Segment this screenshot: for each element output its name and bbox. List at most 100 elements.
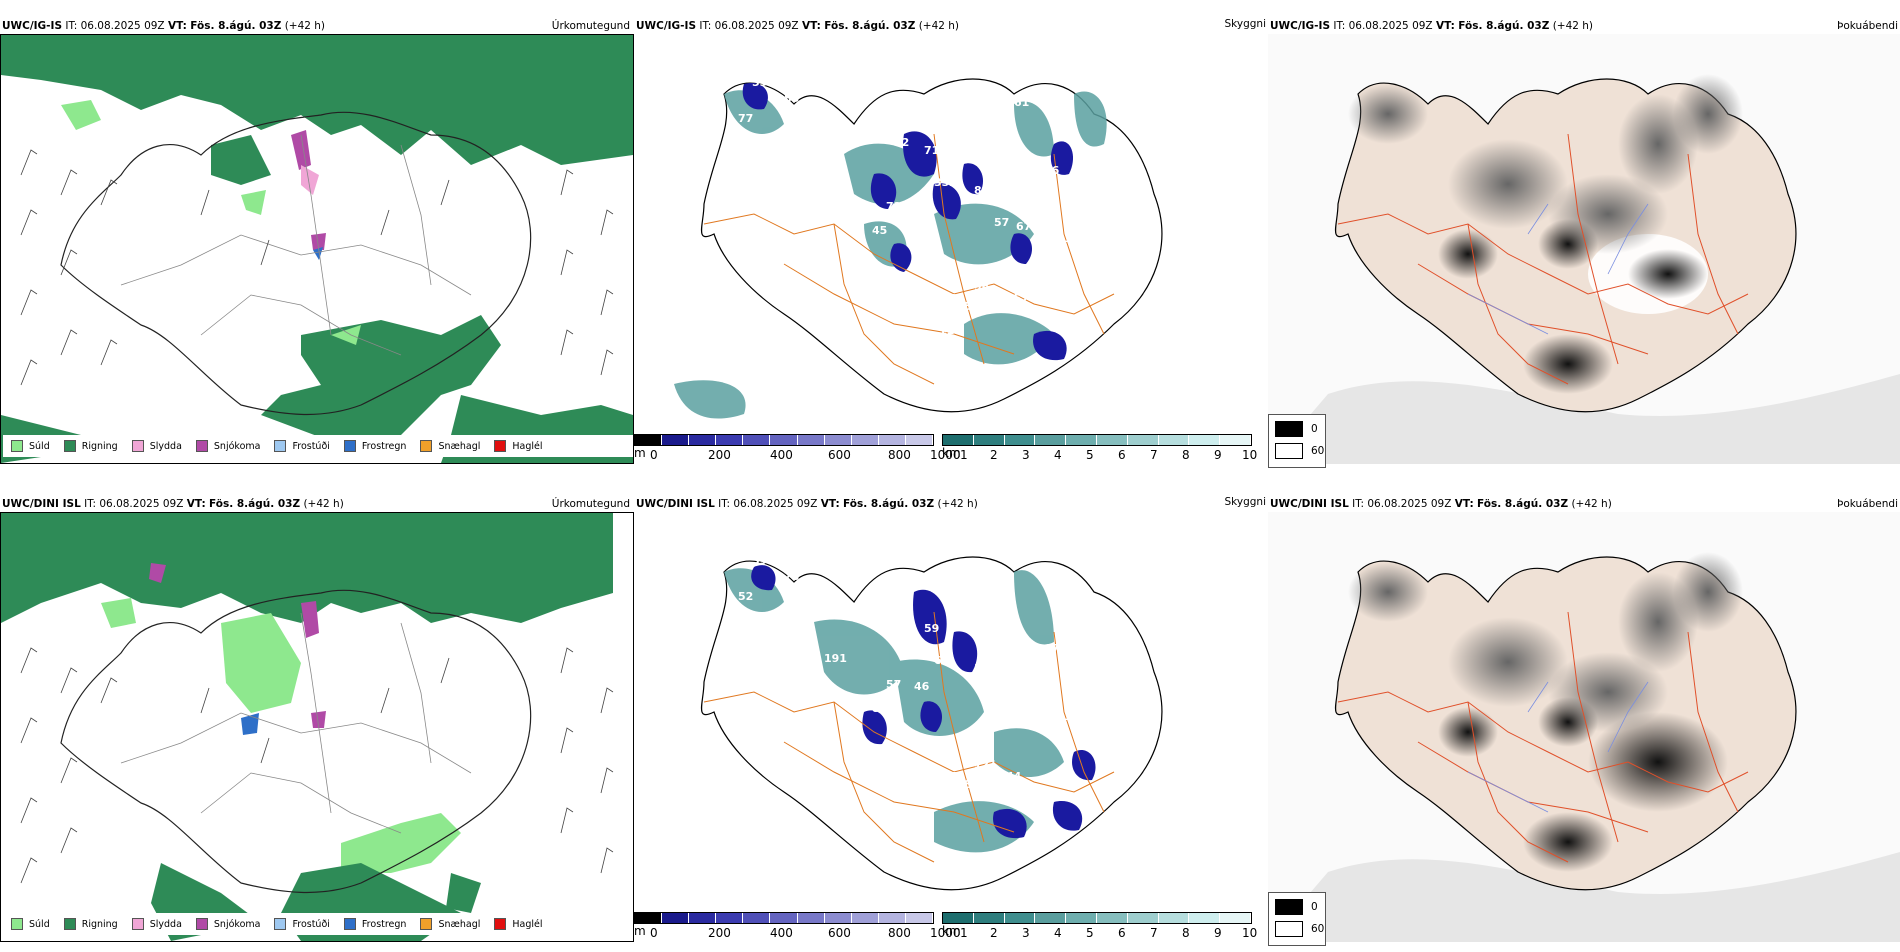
- colorbar-segment: [1035, 913, 1067, 923]
- legend-item-sleet: Slydda: [131, 440, 182, 452]
- panel-header: UWC/IG-IS IT: 06.08.2025 09Z VT: Fös. 8.…: [2, 20, 325, 32]
- cloud-base-value: 67: [1044, 642, 1059, 655]
- cloud-base-value: 62: [894, 136, 909, 149]
- cloud-base-value: 40: [952, 88, 968, 101]
- model-name: UWC/IG-IS: [1270, 20, 1331, 32]
- precip-map: Súld Rigning Slydda Snjókoma Frostúði Fr…: [0, 512, 634, 942]
- legend-item-hail: Haglél: [494, 440, 543, 452]
- model-name: UWC/IG-IS: [636, 20, 697, 32]
- cloud-base-value: 81: [964, 778, 979, 791]
- model-name: UWC/DINI ISL: [1270, 498, 1349, 510]
- swatch: [420, 440, 433, 452]
- visibility-map-svg: [674, 78, 1163, 419]
- cloud-base-value: 45: [872, 224, 887, 237]
- colorbar-segment: [743, 913, 771, 923]
- colorbar-segment: [973, 913, 1005, 923]
- panel-header: UWC/IG-IS IT: 06.08.2025 09Z VT: Fös. 8.…: [636, 20, 959, 32]
- swatch: [63, 440, 76, 452]
- legend-item-hail: Haglél: [494, 918, 543, 930]
- precip-map-svg: [1, 35, 633, 463]
- vt-label: VT:: [186, 498, 206, 510]
- fog-legend-item: 60: [1275, 443, 1324, 459]
- swatch: [494, 440, 507, 452]
- colorbar-segment: [716, 913, 744, 923]
- cloud-base-colorbar: m 0 200 400 600 800 1000: [634, 912, 961, 952]
- it-label: IT:: [84, 498, 97, 510]
- it-value: 06.08.2025 09Z: [714, 20, 799, 32]
- fog-legend-item: 0: [1275, 899, 1318, 915]
- cloud-base-value: 119: [939, 324, 962, 337]
- panel-title: Úrkomutegund: [551, 20, 630, 32]
- cloud-base-value: 61: [1014, 96, 1029, 109]
- swatch: [131, 918, 144, 930]
- cloud-base-value: 58: [1016, 698, 1031, 711]
- it-label: IT:: [1352, 498, 1365, 510]
- cloud-base-value: 85: [942, 770, 957, 783]
- cloud-base-ticks: 0 200 400 600 800 1000: [650, 926, 961, 940]
- swatch: [11, 918, 23, 930]
- cloud-base-value: 78: [1044, 88, 1059, 101]
- cloud-base-unit: m: [634, 924, 646, 938]
- cloud-base-value: 55: [752, 76, 767, 89]
- legend-item-snow: Snjókoma: [195, 918, 260, 930]
- visibility-panel: UWC/IG-IS IT: 06.08.2025 09Z VT: Fös. 8.…: [634, 0, 1268, 472]
- panel-title: Úrkomutegund: [551, 498, 630, 510]
- colorbar-segment: [716, 435, 744, 445]
- vt-label: VT:: [1454, 498, 1474, 510]
- visibility-panel: UWC/DINI ISL IT: 06.08.2025 09Z VT: Fös.…: [634, 478, 1268, 950]
- model-name: UWC/DINI ISL: [636, 498, 715, 510]
- colorbar-segment: [851, 435, 879, 445]
- vt-label: VT:: [801, 20, 821, 32]
- colorbar-segment: [743, 435, 771, 445]
- fog-map-svg: [1268, 512, 1900, 942]
- colorbar-segment: [905, 435, 934, 445]
- vt-value: Fös. 8.ágú. 03Z: [843, 498, 935, 510]
- colorbar-segment: [1127, 435, 1159, 445]
- vt-value: Fös. 8.ágú. 03Z: [1477, 498, 1569, 510]
- fog-legend-item: 0: [1275, 421, 1318, 437]
- cloud-base-value: 44: [1006, 770, 1022, 783]
- precip-legend: Súld Rigning Slydda Snjókoma Frostúði Fr…: [3, 913, 633, 935]
- legend-item-rain: Rigning: [63, 440, 118, 452]
- it-value: 06.08.2025 09Z: [1367, 498, 1452, 510]
- lead-time: (+42 h): [918, 20, 960, 32]
- swatch: [343, 918, 356, 930]
- swatch: [11, 440, 23, 452]
- swatch: [274, 918, 287, 930]
- panel-title: Skyggni: [1224, 496, 1267, 508]
- cloud-base-value: 53: [974, 662, 989, 675]
- cloud-base-value: 121: [974, 758, 997, 771]
- legend-item-drizzle: Súld: [11, 918, 50, 930]
- cloud-base-value: 58: [914, 202, 929, 215]
- cloud-base-value: 96: [974, 280, 990, 293]
- colorbar-segment: [1004, 435, 1036, 445]
- precip-type-panel: UWC/DINI ISL IT: 06.08.2025 09Z VT: Fös.…: [0, 478, 634, 950]
- cloud-base-value: 51: [994, 694, 1009, 707]
- it-value: 06.08.2025 09Z: [733, 498, 818, 510]
- precip-map-svg: [1, 513, 614, 941]
- cloud-base-value: 97: [752, 634, 767, 647]
- it-label: IT:: [699, 20, 712, 32]
- colorbar-segment: [1189, 913, 1221, 923]
- colorbar-segment: [1220, 913, 1251, 923]
- cloud-base-value: 85: [789, 204, 804, 217]
- cloud-base-ticks: 0 200 400 600 800 1000: [650, 448, 961, 462]
- colorbar-segment: [1158, 435, 1190, 445]
- swatch: [343, 440, 356, 452]
- panel-header: UWC/DINI ISL IT: 06.08.2025 09Z VT: Fös.…: [1270, 498, 1612, 510]
- cloud-base-value: 147: [984, 300, 1007, 313]
- colorbar-segment: [1127, 913, 1159, 923]
- fog-legend: 0 60: [1268, 892, 1326, 946]
- fog-panel: UWC/IG-IS IT: 06.08.2025 09Z VT: Fös. 8.…: [1268, 0, 1900, 472]
- cloud-base-value: 56: [752, 156, 768, 169]
- fog-legend-item: 60: [1275, 921, 1324, 937]
- visibility-map: 55 77 85 89 56 62 71 332 73 58 45 83 57 67 73 105 66 119 9…: [634, 34, 1266, 464]
- colorbar-segment: [943, 913, 974, 923]
- panel-title: Þokuábendi: [1837, 20, 1898, 32]
- cloud-base-value: 56: [984, 778, 1000, 791]
- colorbar-segment: [662, 913, 690, 923]
- precip-type-panel: UWC/IG-IS IT: 06.08.2025 09Z VT: Fös. 8.…: [0, 0, 634, 472]
- colorbar-segment: [635, 913, 663, 923]
